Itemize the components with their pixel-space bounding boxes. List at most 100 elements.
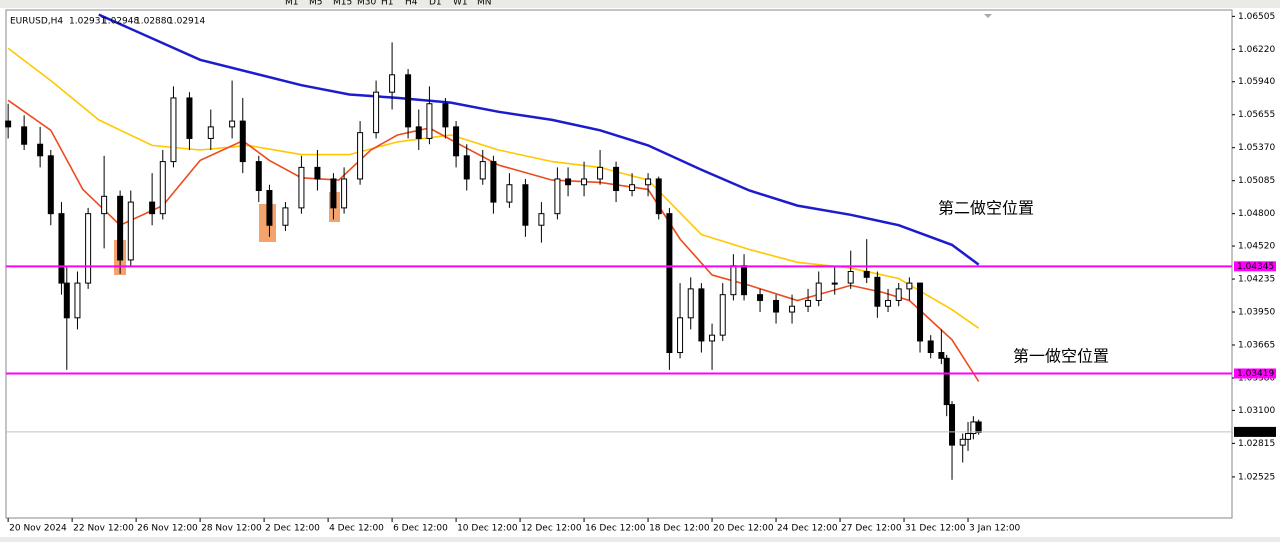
y-tick-label: 1.05085 (1238, 176, 1275, 186)
candle-body (959, 438, 966, 446)
x-tick-label: 16 Dec 12:00 (585, 524, 646, 534)
x-tick-label: 26 Nov 12:00 (137, 524, 198, 534)
x-tick-label: 2 Dec 12:00 (265, 524, 320, 534)
candle-body (255, 161, 262, 192)
candle-body (426, 103, 433, 139)
candle-body (885, 299, 892, 307)
header-value: 1.02948 (102, 17, 139, 27)
candle-body (47, 155, 54, 215)
y-tick-label: 1.05370 (1238, 143, 1275, 153)
shift-marker (984, 14, 992, 18)
candle-body (229, 120, 236, 128)
y-tick-label: 1.05655 (1238, 110, 1275, 120)
candle-body (554, 178, 561, 215)
period-button: M5 (309, 0, 323, 8)
period-button: H1 (381, 0, 394, 8)
x-tick-label: 4 Dec 12:00 (329, 524, 384, 534)
period-button: W1 (453, 0, 468, 8)
candle-body (949, 404, 956, 446)
y-tick-label: 1.02815 (1238, 439, 1275, 449)
annotation: 第一做空位置 (1013, 347, 1109, 366)
candle-body (266, 190, 273, 226)
toolbar (0, 0, 1280, 8)
candle-body (613, 166, 620, 192)
x-tick-label: 20 Dec 12:00 (713, 524, 774, 534)
candle-body (687, 288, 694, 319)
candle-body (719, 294, 726, 336)
candle-body (21, 126, 28, 145)
candle-body (666, 213, 673, 354)
candle-body (730, 265, 737, 296)
candle-body (874, 276, 881, 307)
candle-body (565, 178, 572, 186)
candle-body (453, 126, 460, 157)
candle-body (831, 282, 838, 285)
period-button: M1 (285, 0, 299, 8)
candle-body (917, 282, 924, 342)
period-buttons: M1 M5 M15 M30 H1 H4 D1 W1 MN (285, 0, 492, 8)
candle-body (943, 357, 950, 406)
period-button: MN (477, 0, 492, 8)
tab-strip (0, 537, 1280, 542)
current-price-label: 1.02914 (1237, 427, 1274, 437)
x-tick-label: 10 Dec 12:00 (457, 524, 518, 534)
candle-body (655, 178, 662, 215)
candle-body (159, 161, 166, 215)
y-tick-label: 1.03380 (1238, 373, 1275, 383)
x-tick-label: 20 Nov 2024 (9, 524, 67, 534)
candle-body (282, 207, 289, 226)
y-tick-label: 1.03665 (1238, 341, 1275, 351)
horizontal-line-box (1234, 261, 1276, 272)
candle-body (207, 126, 214, 139)
x-tick-label: 22 Nov 12:00 (73, 524, 134, 534)
candle-body (149, 201, 156, 215)
plot (5, 13, 1232, 480)
candle-body (490, 161, 497, 203)
period-button: H4 (405, 0, 418, 8)
candle-body (815, 282, 822, 301)
candle-body (330, 178, 337, 209)
y-tick-label: 1.05940 (1238, 77, 1275, 87)
y-tick-label: 1.04235 (1238, 275, 1275, 285)
plot-frame (5, 9, 1233, 519)
horizontal-line-box (1234, 368, 1276, 379)
header-value: 1.02931 (69, 17, 106, 27)
header-value: 1.02880 (135, 17, 172, 27)
candle-body (85, 213, 92, 284)
y-tick-label: 1.04800 (1238, 209, 1275, 219)
x-tick-label: 27 Dec 12:00 (841, 524, 902, 534)
candle-body (479, 161, 486, 180)
symbol: EURUSD,H4 (10, 17, 63, 27)
candle-body (405, 74, 412, 128)
candle-body (127, 201, 134, 261)
candle-body (698, 288, 705, 342)
candle-body (74, 282, 81, 319)
period-button: D1 (429, 0, 442, 8)
candle-body (773, 299, 780, 313)
candle-body (965, 433, 972, 440)
y-tick-label: 1.02525 (1238, 472, 1275, 482)
candle-body (906, 282, 913, 290)
horizontal-line-label: 1.03419 (1237, 369, 1274, 379)
y-tick-label: 1.03100 (1238, 406, 1275, 416)
annotation: 第二做空位置 (938, 199, 1034, 218)
header-value: 1.02914 (168, 17, 205, 27)
candle-body (677, 317, 684, 354)
x-tick-label: 18 Dec 12:00 (649, 524, 710, 534)
y-tick-label: 1.04520 (1238, 242, 1275, 252)
candle-body (442, 103, 449, 128)
current-price-box (1234, 426, 1276, 437)
x-tick-label: 3 Jan 12:00 (969, 524, 1021, 534)
candle-body (5, 120, 12, 128)
candle-body (741, 265, 748, 296)
candle-body (581, 178, 588, 186)
candle-body (341, 178, 348, 209)
y-tick-label: 1.03950 (1238, 308, 1275, 318)
candle-body (895, 288, 902, 301)
candle-body (170, 97, 177, 163)
candle-body (58, 213, 65, 284)
candle-body (847, 271, 854, 284)
candle-body (37, 143, 44, 157)
